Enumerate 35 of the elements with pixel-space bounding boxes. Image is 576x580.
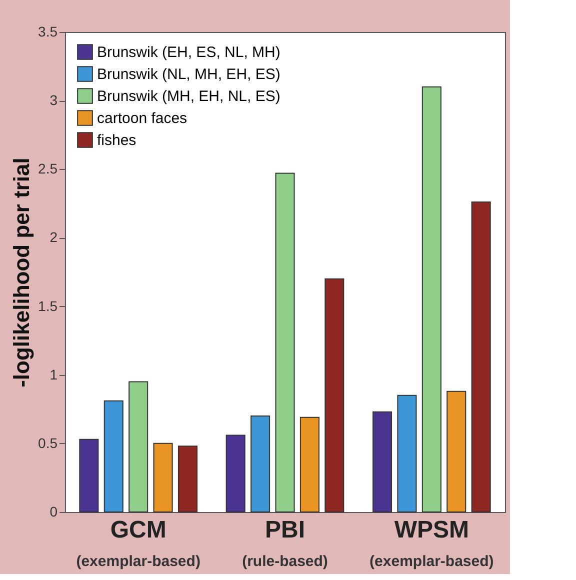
y-tick-label: 3.5 [38, 24, 58, 40]
y-tick-label: 1 [50, 366, 58, 382]
bar [275, 172, 295, 512]
y-tick-label: 1.5 [38, 298, 58, 314]
bar [226, 434, 246, 512]
legend-label: Brunswik (NL, MH, EH, ES) [97, 66, 280, 83]
text: (exemplar-based) [370, 553, 494, 570]
y-tick-label: 2.5 [38, 160, 58, 177]
bar [422, 86, 442, 512]
bar [372, 411, 392, 512]
text: (exemplar-based) [76, 553, 200, 570]
bar [79, 438, 99, 512]
legend-label: fishes [97, 132, 136, 149]
y-tick-label: 0.5 [38, 434, 58, 451]
bar [471, 202, 491, 512]
y-axis-title: -loglikelihood per trial [9, 158, 34, 388]
bar [324, 278, 344, 512]
y-tick-label: 3 [50, 92, 58, 108]
bar [153, 442, 173, 512]
x-tick-label: WPSM [394, 516, 470, 544]
legend-label: Brunswik (EH, ES, NL, MH) [97, 44, 280, 61]
y-tick-label: 0 [50, 504, 58, 520]
bar [178, 446, 198, 512]
legend-label: Brunswik (MH, EH, NL, ES) [97, 88, 280, 105]
y-tick-label: 2 [50, 229, 58, 246]
text: (rule-based) [242, 553, 328, 570]
bar [250, 416, 270, 512]
x-tick-label: PBI [264, 516, 306, 544]
x-tick-label: GCM [110, 516, 166, 544]
bar [104, 400, 124, 512]
bar [446, 390, 466, 512]
legend-label: cartoon faces [97, 110, 188, 127]
bar [128, 381, 148, 512]
bar [300, 416, 320, 512]
bar [397, 394, 417, 512]
